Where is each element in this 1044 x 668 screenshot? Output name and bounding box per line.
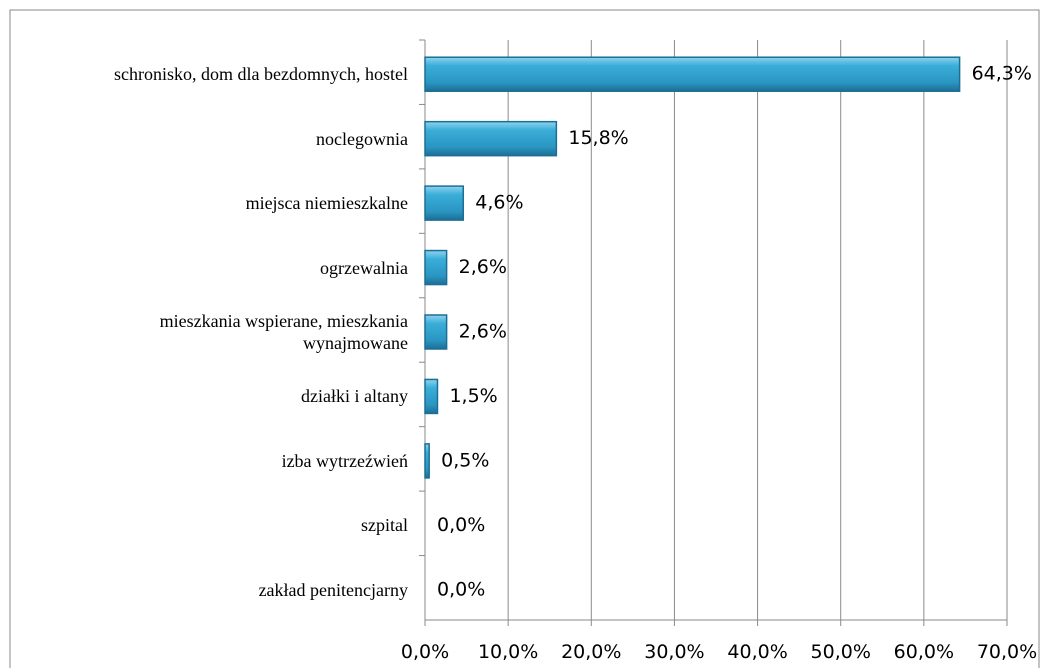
bar — [424, 314, 448, 350]
value-label: 2,6% — [459, 256, 507, 278]
category-label: zakład penitencjarny — [258, 579, 408, 600]
x-tick-label: 10,0% — [478, 641, 538, 663]
bar — [424, 120, 558, 157]
category-label: schronisko, dom dla bezdomnych, hostel — [114, 64, 408, 85]
value-label: 2,6% — [459, 321, 507, 343]
value-label: 64,3% — [972, 63, 1032, 85]
value-label: 4,6% — [475, 192, 523, 214]
frame — [9, 9, 1040, 668]
value-label: 0,0% — [437, 514, 485, 536]
value-label: 1,5% — [449, 385, 497, 407]
value-label: 0,0% — [437, 578, 485, 600]
x-tick-label: 60,0% — [894, 641, 954, 663]
category-label: szpital — [361, 515, 408, 536]
category-label: działki i altany — [301, 386, 408, 407]
value-label: 0,5% — [441, 449, 489, 471]
x-tick-label: 70,0% — [977, 641, 1037, 663]
value-label: 15,8% — [568, 127, 628, 149]
category-label: mieszkania wspierane, mieszkania wynajmo… — [159, 311, 408, 353]
bar — [424, 249, 448, 286]
bar — [424, 443, 430, 479]
x-tick-label: 30,0% — [644, 641, 704, 663]
x-tick-label: 50,0% — [811, 641, 871, 663]
category-label: noclegownia — [316, 128, 408, 149]
bar — [424, 378, 439, 415]
x-tick-label: 40,0% — [727, 641, 787, 663]
category-label: izba wytrzeźwień — [281, 450, 408, 471]
bar — [424, 185, 464, 221]
x-tick-label: 20,0% — [561, 641, 621, 663]
bar — [424, 56, 961, 92]
x-tick-label: 0,0% — [401, 641, 449, 663]
category-label: miejsca niemieszkalne — [245, 193, 408, 214]
category-label: ogrzewalnia — [320, 257, 408, 278]
